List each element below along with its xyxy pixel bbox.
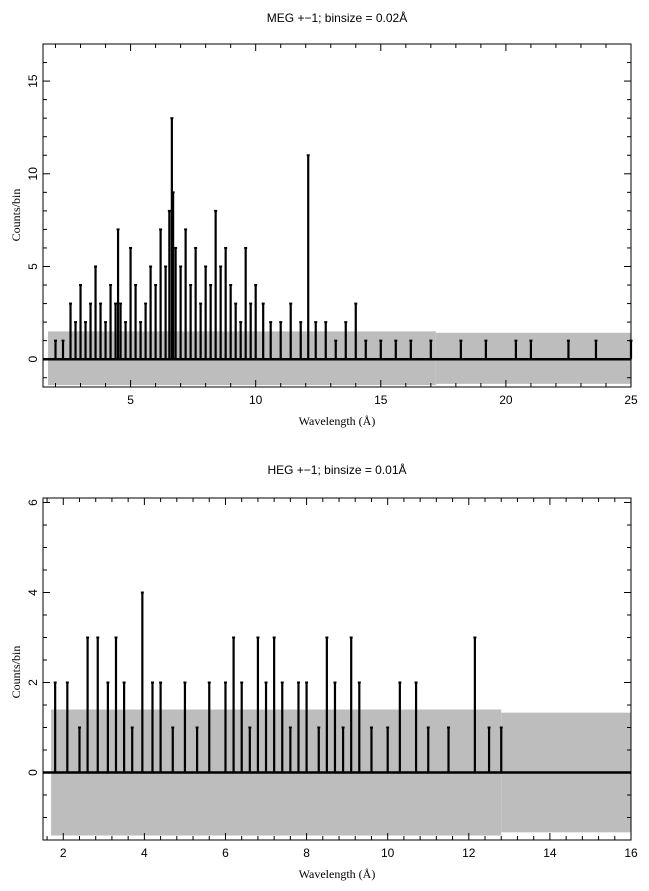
y-tick-label: 5: [26, 263, 40, 270]
x-tick-label: 4: [141, 846, 148, 860]
chart-heg: HEG +−1; binsize = 0.01Å Wavelength (Å) …: [9, 462, 638, 881]
y-tick-label: 10: [26, 167, 40, 181]
plot-frame: [42, 497, 632, 841]
chart-title: MEG +−1; binsize = 0.02Å: [267, 10, 407, 25]
plot-frame: [42, 43, 632, 388]
y-axis-label: Counts/bin: [9, 646, 23, 699]
x-tick-label: 2: [60, 846, 67, 860]
chart-meg: MEG +−1; binsize = 0.02Å Wavelength (Å) …: [9, 10, 638, 428]
x-tick-label: 16: [624, 846, 638, 860]
y-tick-label: 4: [26, 589, 40, 596]
y-tick-label: 2: [26, 679, 40, 686]
x-tick-label: 6: [222, 846, 229, 860]
x-tick-label: 25: [624, 393, 638, 407]
x-tick-label: 12: [462, 846, 476, 860]
x-axis-label: Wavelength (Å): [299, 414, 376, 428]
x-tick-label: 20: [499, 393, 513, 407]
y-axis-label: Counts/bin: [9, 189, 23, 242]
y-tick-label: 15: [26, 74, 40, 88]
y-tick-label: 0: [26, 356, 40, 363]
x-tick-label: 5: [127, 393, 134, 407]
y-tick-label: 6: [26, 499, 40, 506]
x-tick-label: 14: [543, 846, 557, 860]
x-tick-label: 8: [303, 846, 310, 860]
x-tick-label: 10: [249, 393, 263, 407]
x-tick-label: 10: [381, 846, 395, 860]
x-axis-label: Wavelength (Å): [299, 867, 376, 881]
y-tick-label: 0: [26, 769, 40, 776]
chart-title: HEG +−1; binsize = 0.01Å: [267, 462, 406, 477]
x-tick-label: 15: [374, 393, 388, 407]
